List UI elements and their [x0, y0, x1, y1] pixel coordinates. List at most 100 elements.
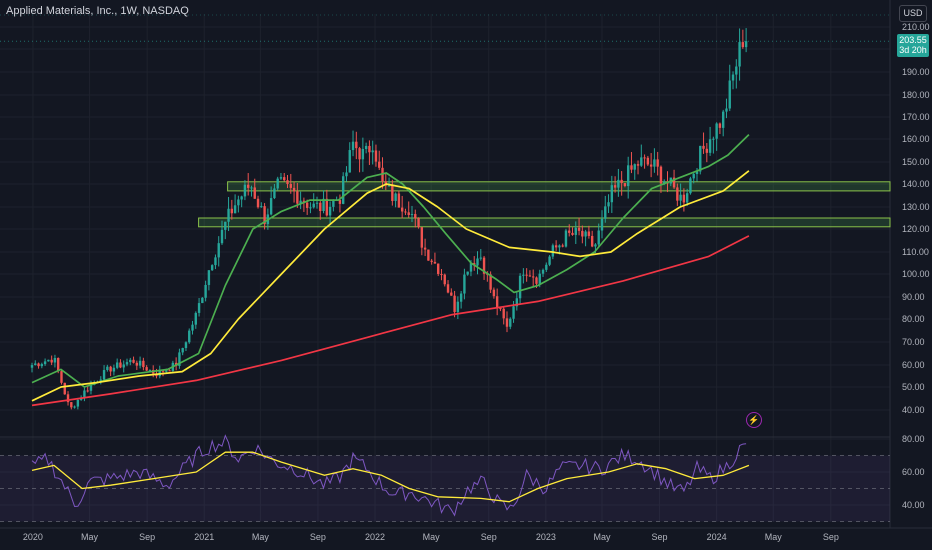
candle-body: [417, 218, 420, 228]
price-tick-label: 80.00: [902, 314, 925, 324]
candle-body: [437, 263, 440, 274]
candle-body: [571, 232, 574, 235]
last-price: 203.55: [899, 35, 927, 45]
candle-body: [394, 193, 397, 201]
candle-body: [328, 206, 332, 216]
candle-body: [374, 150, 378, 162]
candle-body: [364, 145, 368, 150]
candle-body: [342, 176, 345, 204]
candle-body: [594, 244, 597, 247]
candle-body: [214, 257, 217, 266]
candle-body: [463, 274, 466, 294]
candle-body: [53, 357, 57, 363]
candle-body: [40, 364, 44, 367]
candle-body: [286, 180, 289, 185]
candle-body: [312, 203, 315, 208]
candle-body: [273, 188, 276, 199]
candle-body: [551, 245, 555, 257]
candle-body: [705, 148, 709, 153]
candle-body: [132, 359, 135, 363]
candle-body: [538, 273, 541, 284]
candle-body: [600, 218, 604, 231]
price-tick-label: 170.00: [902, 112, 930, 122]
candle-body: [283, 177, 286, 181]
candle-body: [86, 390, 89, 392]
time-tick-label: May: [81, 532, 99, 542]
price-tick-label: 150.00: [902, 157, 930, 167]
candle-body: [355, 141, 358, 149]
candle-body: [607, 202, 610, 207]
candle-body: [725, 108, 728, 112]
candle-body: [617, 179, 620, 188]
candle-body: [630, 165, 633, 170]
candle-body: [623, 183, 627, 187]
candle-body: [663, 181, 666, 184]
candle-body: [89, 384, 93, 391]
candle-body: [122, 364, 125, 368]
candle-body: [253, 187, 256, 199]
candle-body: [188, 330, 191, 343]
candle-body: [57, 357, 60, 372]
candle-body: [450, 292, 453, 296]
price-tick-label: 60.00: [902, 360, 925, 370]
candle-body: [453, 295, 456, 313]
support-zone-2: [198, 217, 891, 228]
candle-body: [325, 198, 329, 216]
candle-body: [528, 275, 532, 277]
candle-body: [466, 271, 469, 275]
candle-body: [368, 145, 371, 153]
candle-body: [207, 270, 211, 285]
ma_mid-line: [31, 170, 750, 402]
candle-body: [338, 200, 342, 204]
candle-body: [577, 227, 581, 231]
candle-body: [119, 362, 122, 368]
candle-body: [181, 348, 184, 353]
candle-body: [561, 245, 564, 247]
candle-body: [672, 177, 676, 188]
candle-body: [299, 200, 302, 204]
candle-body: [260, 206, 263, 208]
candle-body: [233, 205, 237, 214]
candle-body: [348, 150, 351, 173]
candle-body: [197, 303, 201, 313]
time-tick-label: Sep: [652, 532, 668, 542]
candle-body: [250, 187, 253, 189]
time-tick-label: Sep: [823, 532, 839, 542]
candle-body: [378, 161, 381, 168]
candle-body: [279, 177, 283, 179]
candle-body: [371, 150, 374, 153]
candle-body: [112, 367, 116, 372]
candle-body: [243, 184, 247, 197]
candle-body: [469, 263, 473, 272]
time-axis: 2020 May Sep 2021 May Sep 2022 May Sep 2023 May Sep…: [23, 532, 839, 542]
candle-body: [63, 382, 66, 395]
candle-body: [522, 274, 525, 276]
candle-body: [558, 245, 561, 248]
candle-body: [735, 66, 738, 75]
currency-button[interactable]: USD: [899, 5, 927, 22]
candle-body: [676, 187, 679, 201]
candle-body: [50, 359, 53, 363]
candle-body: [361, 149, 365, 160]
candle-body: [626, 165, 630, 187]
lightning-icon[interactable]: ⚡: [746, 412, 762, 428]
candle-body: [230, 208, 234, 214]
candle-body: [148, 370, 152, 372]
candle-body: [43, 361, 47, 365]
candle-body: [142, 360, 145, 368]
time-tick-label: Sep: [310, 532, 326, 542]
candle-body: [456, 301, 460, 313]
candle-body: [712, 138, 715, 140]
candle-body: [135, 362, 139, 366]
ma_fast-line: [31, 133, 750, 388]
candle-body: [499, 308, 502, 310]
candle-body: [512, 306, 515, 319]
time-tick-label: 2021: [194, 532, 214, 542]
candle-body: [587, 231, 591, 236]
candle-body: [34, 363, 37, 366]
candle-body: [217, 243, 220, 258]
candle-body: [109, 366, 112, 372]
candle-body: [476, 258, 479, 266]
candle-body: [656, 159, 659, 167]
